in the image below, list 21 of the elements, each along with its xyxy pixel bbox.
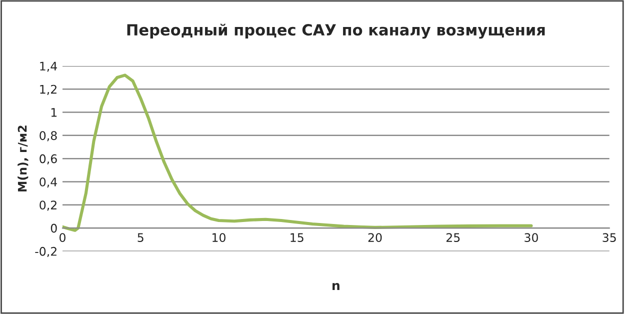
y-tick-label: 1 [51,108,57,117]
x-tick-label: 15 [290,233,304,242]
chart-title: Переодный процес САУ по каналу возмущения [127,24,545,39]
x-tick-label: 0 [60,233,66,242]
x-tick-label: 35 [602,233,616,242]
x-tick-label: 10 [212,233,226,242]
y-tick-label: 0,2 [40,200,56,211]
line-series [62,74,533,232]
y-tick-label: 0,6 [40,154,57,164]
x-axis-title: n [332,282,340,290]
y-tick-label: 0 [50,224,57,233]
x-tick-label: 5 [138,233,144,242]
y-axis-title: M(n), г/м2 [18,126,28,192]
y-tick-label: 1,2 [40,84,56,95]
x-tick-label: 20 [368,233,382,242]
y-tick-label: 0,8 [40,131,57,142]
x-tick-label: 25 [446,233,460,242]
y-tick-label: -0,2 [35,246,56,258]
x-tick-label: 30 [524,233,538,242]
y-tick-label: 1,4 [40,62,57,72]
y-tick-label: 0,4 [40,177,57,188]
